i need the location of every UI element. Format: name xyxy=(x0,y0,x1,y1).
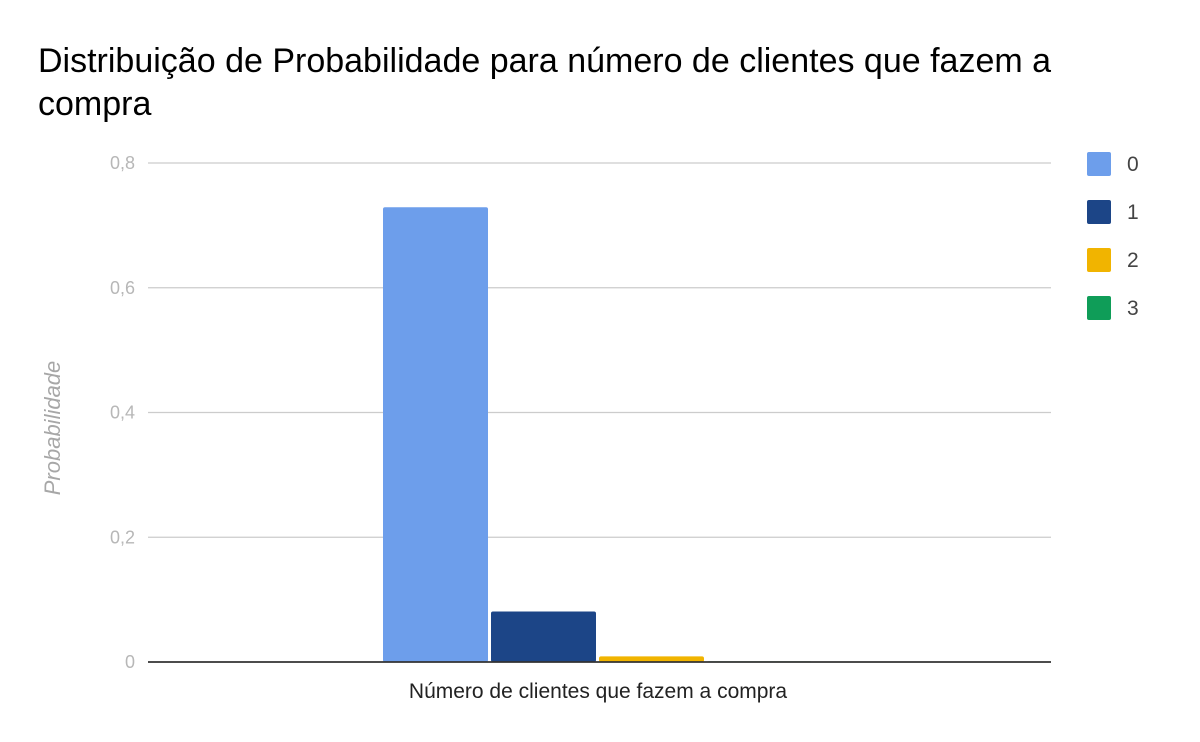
y-tick-label: 0,2 xyxy=(110,527,135,547)
y-tick-label: 0,6 xyxy=(110,278,135,298)
legend-swatch-1 xyxy=(1087,200,1111,224)
bar-series-2 xyxy=(599,656,704,662)
legend-label-2: 2 xyxy=(1127,249,1139,272)
bar-series-1 xyxy=(491,611,596,662)
legend-swatch-2 xyxy=(1087,248,1111,272)
chart-title-line-1: Distribuição de Probabilidade para númer… xyxy=(38,42,1051,80)
y-tick-label: 0,8 xyxy=(110,153,135,173)
gridlines xyxy=(148,162,1051,538)
chart-title: Distribuição de Probabilidade para númer… xyxy=(38,42,1051,123)
x-axis-label: Número de clientes que fazem a compra xyxy=(409,680,788,703)
legend-swatch-0 xyxy=(1087,152,1111,176)
y-axis-ticks: 0 0,2 0,4 0,6 0,8 xyxy=(110,153,135,672)
bar-series-0 xyxy=(383,207,488,662)
legend-swatch-3 xyxy=(1087,296,1111,320)
y-tick-label: 0 xyxy=(125,652,135,672)
chart-title-line-2: compra xyxy=(38,85,151,123)
legend-label-1: 1 xyxy=(1127,201,1139,224)
legend-label-0: 0 xyxy=(1127,153,1139,176)
bars xyxy=(383,207,812,662)
legend-label-3: 3 xyxy=(1127,297,1139,320)
y-axis-label: Probabilidade xyxy=(40,361,65,496)
legend: 0 1 2 3 xyxy=(1087,152,1139,320)
y-tick-label: 0,4 xyxy=(110,403,135,423)
